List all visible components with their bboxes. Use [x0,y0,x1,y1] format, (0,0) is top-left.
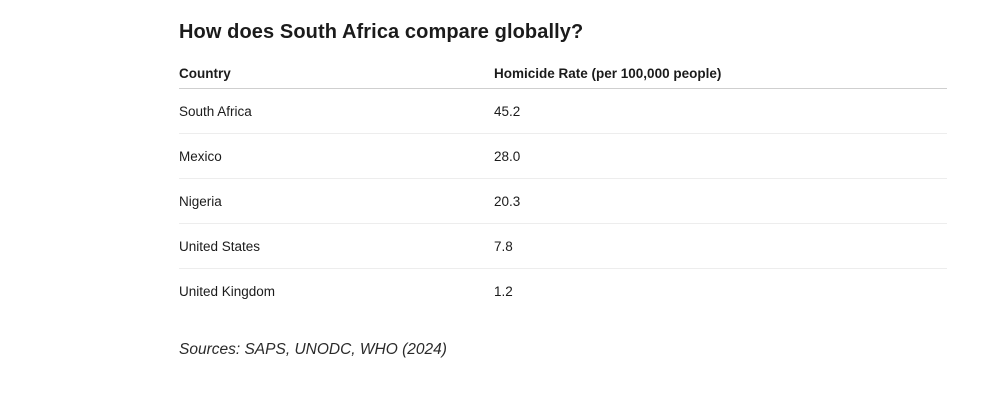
comparison-table: Country Homicide Rate (per 100,000 peopl… [179,58,947,313]
country-cell: South Africa [179,104,252,119]
country-cell: United Kingdom [179,284,276,299]
table-row: Mexico 28.0 [179,134,947,179]
sources-caption: Sources: SAPS, UNODC, WHO (2024) [179,341,447,358]
rate-cell: 28.0 [494,149,521,164]
rate-cell: 20.3 [494,194,521,209]
rate-cell: 7.8 [494,239,513,254]
rate-cell: 45.2 [494,104,521,119]
table-row: Nigeria 20.3 [179,179,947,224]
table-row: United Kingdom 1.2 [179,269,947,313]
section-heading: How does South Africa compare globally? [179,21,584,43]
country-cell: Nigeria [179,194,222,209]
column-header-country: Country [179,66,231,81]
country-cell: Mexico [179,149,222,164]
table-row: United States 7.8 [179,224,947,269]
rate-cell: 1.2 [494,284,513,299]
country-cell: United States [179,239,261,254]
column-header-homicide-rate: Homicide Rate (per 100,000 people) [494,66,722,81]
table-row: South Africa 45.2 [179,89,947,134]
table-header-row: Country Homicide Rate (per 100,000 peopl… [179,58,947,89]
